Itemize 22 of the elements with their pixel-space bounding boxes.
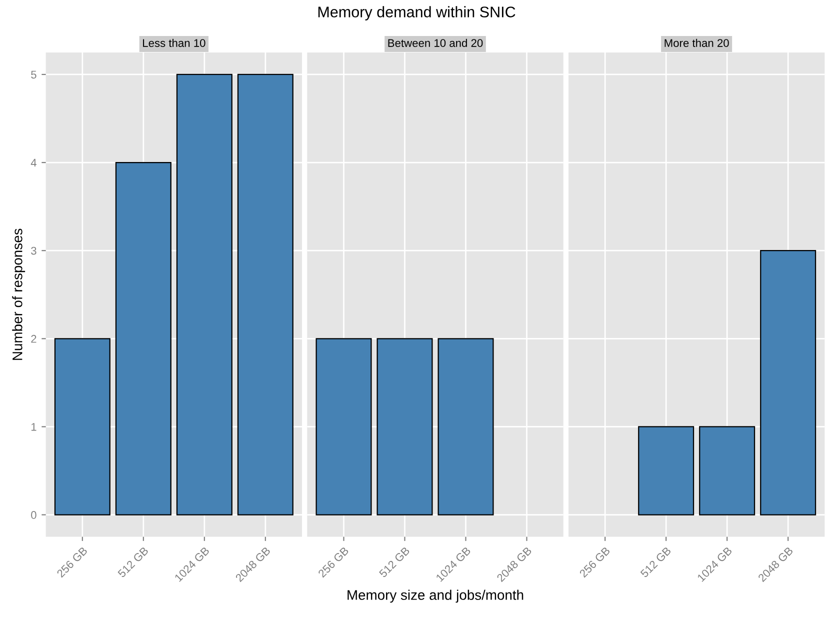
y-tick-label: 2 (31, 334, 36, 343)
x-tick-label: 512 GB (378, 546, 410, 578)
x-tick-label: 256 GB (318, 546, 350, 578)
y-tick-label: 0 (31, 511, 36, 519)
y-tick-label: 5 (31, 70, 36, 79)
chart-subtitle: Between 10 and 20 (388, 38, 483, 47)
chart-subtitle: More than 20 (664, 38, 729, 47)
x-tick-label: 256 GB (56, 546, 88, 578)
x-axis-title: Memory size and jobs/month (348, 590, 524, 603)
y-tick-label: 4 (30, 158, 36, 167)
x-tick-label: 512 GB (640, 546, 672, 578)
chart-subtitle: Less than 10 (143, 38, 206, 47)
bar (237, 74, 294, 516)
y-tick-label: 3 (31, 246, 36, 255)
chart-title: Memory demand within SNIC (318, 6, 516, 20)
x-tick-label: 512 GB (117, 546, 149, 578)
bar (176, 74, 232, 516)
bar (54, 338, 110, 516)
bar (115, 162, 172, 516)
y-tick-label: 1 (31, 423, 36, 431)
y-axis-title: Number of responses (12, 228, 26, 360)
x-tick-label: 256 GB (579, 546, 610, 578)
